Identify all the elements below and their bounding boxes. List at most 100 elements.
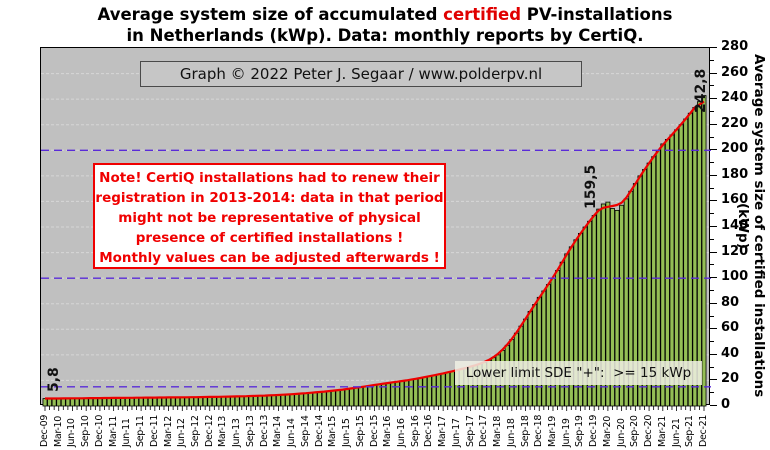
bar xyxy=(92,397,98,407)
bar xyxy=(207,396,213,407)
bar xyxy=(326,390,332,407)
bar xyxy=(225,396,231,407)
y-axis-title: Average system size of certified install… xyxy=(735,54,767,398)
x-axis-label: Sep-21 xyxy=(684,415,696,447)
x-axis-label: Jun-18 xyxy=(505,418,517,447)
y-axis-label: 80 xyxy=(721,294,740,310)
y-axis-minor-tick xyxy=(710,264,714,266)
lower-limit-label: Lower limit SDE "+": >= 15 kWp xyxy=(455,361,702,385)
x-axis-label: Mar-10 xyxy=(52,415,64,447)
y-axis-tick xyxy=(710,174,717,176)
bar xyxy=(440,372,446,407)
bar xyxy=(179,396,185,407)
bar xyxy=(289,393,295,407)
bar xyxy=(97,397,103,407)
bar xyxy=(545,284,551,407)
x-axis-label: Sep-16 xyxy=(409,415,421,447)
bar xyxy=(408,379,414,407)
x-axis-label: Sep-10 xyxy=(80,415,92,447)
x-axis-label: Mar-13 xyxy=(217,415,229,447)
x-axis-label: Dec-20 xyxy=(643,414,655,447)
y-axis-tick xyxy=(710,200,717,202)
bar xyxy=(243,395,249,407)
y-axis-tick xyxy=(710,149,717,151)
bar xyxy=(88,397,94,407)
y-axis-tick xyxy=(710,302,717,304)
bar xyxy=(161,397,167,407)
title-line1: Average system size of accumulated certi… xyxy=(0,4,770,25)
y-axis-minor-tick xyxy=(710,59,714,61)
y-axis-tick xyxy=(710,251,717,253)
annotation: 159,5 xyxy=(582,164,599,210)
bar xyxy=(532,303,538,407)
title-line2: in Netherlands (kWp). Data: monthly repo… xyxy=(126,26,644,45)
bar xyxy=(340,389,345,407)
bar xyxy=(74,397,80,407)
x-axis-label: Jun-15 xyxy=(341,418,353,447)
bar xyxy=(312,392,318,407)
bar xyxy=(358,386,364,407)
y-axis-tick xyxy=(710,226,717,227)
bar xyxy=(701,95,707,407)
bar xyxy=(221,396,226,407)
bar xyxy=(262,395,268,407)
bar xyxy=(330,390,336,407)
x-axis-label: Mar-17 xyxy=(437,415,449,447)
bar xyxy=(266,394,272,407)
x-axis-label: Dec-15 xyxy=(368,414,380,447)
bar xyxy=(253,395,258,407)
note-line: registration in 2013-2014: data in that … xyxy=(95,190,444,206)
bar xyxy=(189,396,194,407)
x-axis-label: Mar-21 xyxy=(656,415,668,447)
y-axis-label: 20 xyxy=(721,371,740,387)
bar xyxy=(230,396,236,407)
copyright-box: Graph © 2022 Peter J. Segaar / www.polde… xyxy=(140,61,582,87)
bar xyxy=(198,396,204,407)
y-axis-tick xyxy=(710,72,717,74)
bar xyxy=(143,397,149,407)
bar xyxy=(399,380,405,407)
bar xyxy=(362,386,368,407)
x-axis-label: Dec-09 xyxy=(39,414,50,447)
bar xyxy=(234,396,240,407)
bar xyxy=(239,395,245,407)
x-axis-label: Dec-16 xyxy=(423,414,435,447)
y-axis-tick xyxy=(710,405,717,406)
bar xyxy=(211,396,217,407)
bar xyxy=(376,383,382,407)
trend-line xyxy=(45,100,705,400)
bar xyxy=(124,397,130,407)
bar xyxy=(294,393,300,407)
bar xyxy=(271,394,277,407)
annotation: 242,8 xyxy=(693,68,709,113)
x-axis-label: Sep-13 xyxy=(244,415,256,447)
bar xyxy=(417,377,423,407)
x-axis-label: Sep-20 xyxy=(629,415,641,447)
y-axis-label: 200 xyxy=(721,141,749,157)
bar xyxy=(390,381,396,407)
y-axis-label: 100 xyxy=(721,269,749,285)
bar xyxy=(120,397,126,407)
y-axis-tick xyxy=(710,277,717,279)
x-axis-label: Jun-21 xyxy=(670,418,682,447)
x-axis-label: Sep-15 xyxy=(354,415,366,447)
bar xyxy=(102,397,107,407)
bar xyxy=(431,374,437,407)
bar xyxy=(422,376,428,407)
bar xyxy=(541,290,547,407)
bar xyxy=(321,391,327,407)
bar xyxy=(257,395,263,407)
y-axis-minor-tick xyxy=(710,162,714,164)
x-axis-label: Mar-11 xyxy=(107,415,119,447)
y-axis-minor-tick xyxy=(710,289,714,291)
y-axis-label: 0 xyxy=(721,397,731,412)
x-axis-label: Dec-17 xyxy=(478,414,490,447)
note-line: Monthly values can be adjusted afterward… xyxy=(99,250,440,266)
x-axis-label: Mar-20 xyxy=(601,415,613,447)
bar xyxy=(317,391,323,407)
bar xyxy=(372,384,377,407)
x-axis-label: Dec-10 xyxy=(93,414,105,447)
bar xyxy=(170,397,176,407)
bar xyxy=(216,396,222,407)
y-axis-minor-tick xyxy=(710,366,714,368)
